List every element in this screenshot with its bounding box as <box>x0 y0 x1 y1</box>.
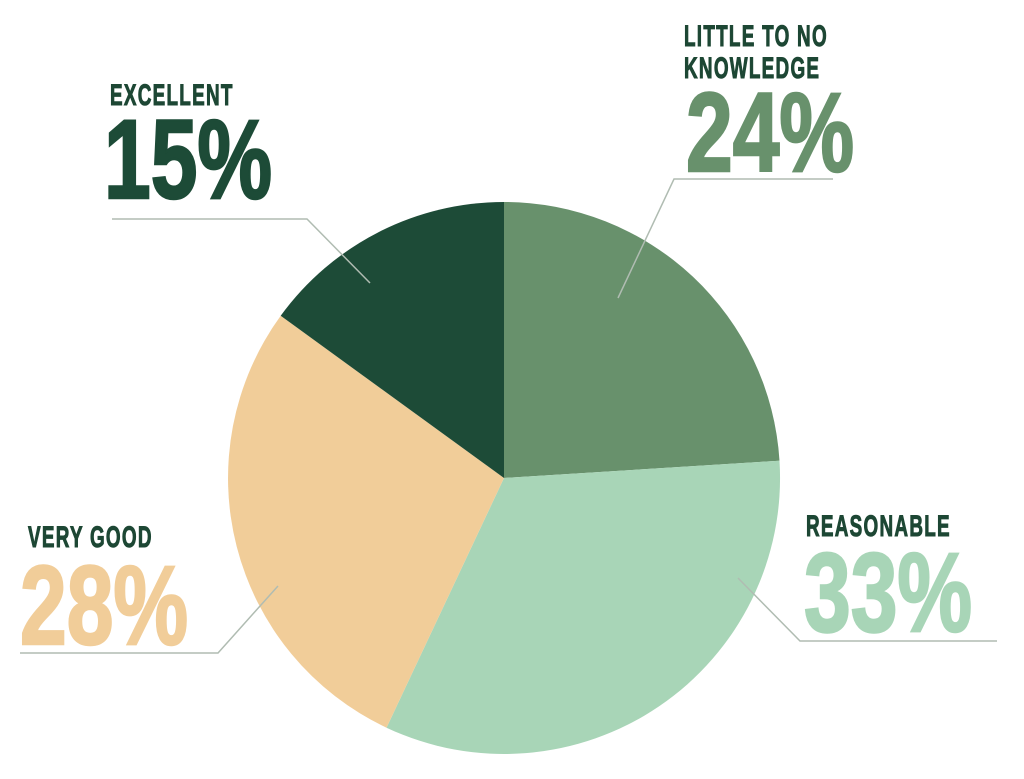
label-little-to-no-knowledge-line1: LITTLE TO NO <box>684 20 828 53</box>
leader-line-reasonable <box>737 577 997 642</box>
pie-slice-excellent <box>280 202 504 478</box>
pie-slice-very-good <box>228 315 504 728</box>
label-very-good: VERY GOOD <box>28 521 153 554</box>
label-excellent: EXCELLENT <box>110 79 234 112</box>
value-reasonable: 33% <box>803 530 973 655</box>
label-little-to-no-knowledge-line2: KNOWLEDGE <box>684 52 821 85</box>
value-little-to-no-knowledge: 24% <box>685 70 855 195</box>
pie-slice-reasonable <box>386 460 781 754</box>
label-reasonable: REASONABLE <box>806 510 951 543</box>
leader-line-excellent <box>112 218 371 284</box>
leader-line-little-to-no-knowledge <box>617 178 833 299</box>
value-excellent: 15% <box>103 97 273 222</box>
leader-line-very-good <box>20 585 279 654</box>
value-very-good: 28% <box>19 543 189 668</box>
pie-slice-little-to-no-knowledge <box>504 202 780 478</box>
